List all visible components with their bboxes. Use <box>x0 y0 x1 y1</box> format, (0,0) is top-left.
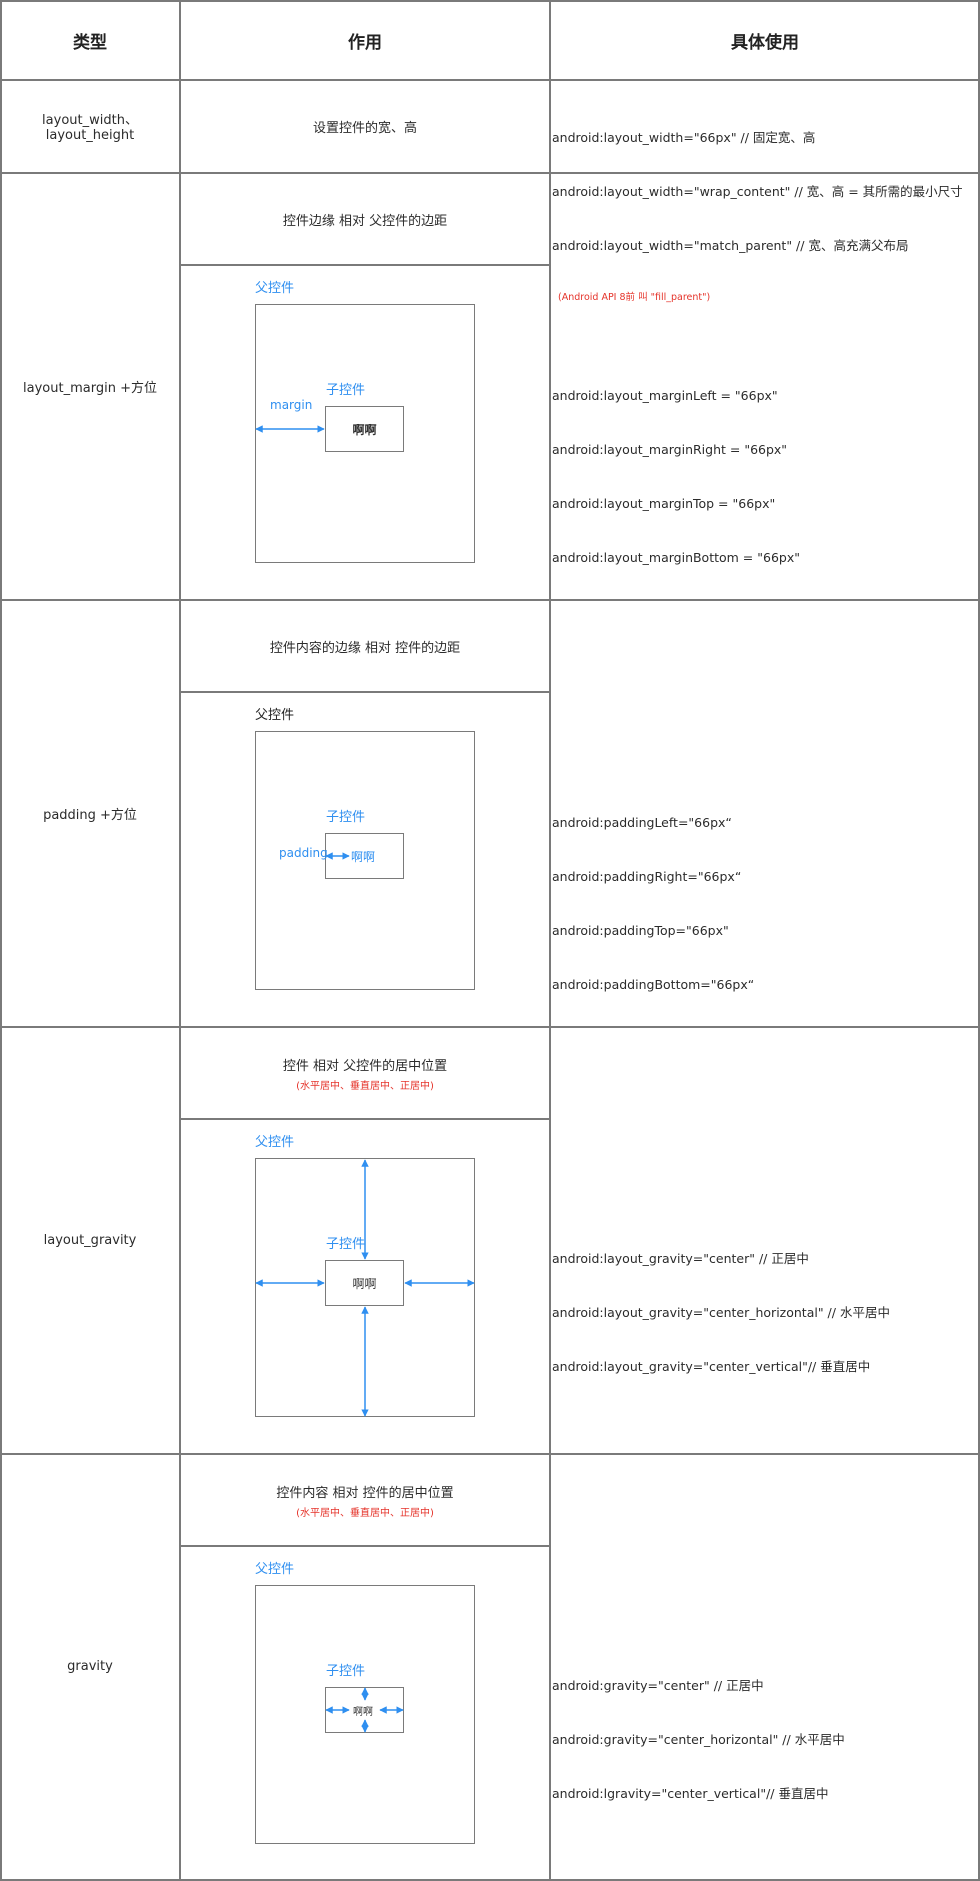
usage-cell-gravity: android:gravity="center" // 正居中 android:… <box>552 1641 845 1821</box>
grid-line <box>549 0 551 1881</box>
type-cell-margin: layout_margin +方位 <box>23 380 157 396</box>
usage-line: android:layout_gravity="center" // 正居中 <box>552 1251 809 1266</box>
header-usage: 具体使用 <box>731 32 799 53</box>
grid-line <box>0 172 980 174</box>
usage-note: (Android API 8前 叫 "fill_parent") <box>558 292 711 303</box>
usage-line: android:gravity="center" // 正居中 <box>552 1678 764 1693</box>
child-box: 啊啊 <box>325 1260 404 1306</box>
grid-line <box>978 0 980 1881</box>
child-box: 啊啊 <box>325 406 404 452</box>
grid-line <box>0 79 980 81</box>
parent-label: 父控件 <box>255 281 295 296</box>
parent-box <box>255 304 475 563</box>
usage-cell-padding: android:paddingLeft="66px“ android:paddi… <box>552 778 754 1012</box>
grid-line <box>0 0 2 1881</box>
parent-label: 父控件 <box>255 708 295 723</box>
effect-cell-layout-gravity: 控件 相对 父控件的居中位置 (水平居中、垂直居中、正居中) <box>180 1027 550 1119</box>
type-cell-layout-gravity: layout_gravity <box>43 1232 137 1248</box>
grid-line <box>0 1026 980 1028</box>
child-label: 子控件 <box>326 1237 366 1252</box>
grid-line <box>0 1453 980 1455</box>
parent-box <box>255 1585 475 1844</box>
grid-line <box>0 599 980 601</box>
grid-line <box>179 1118 550 1120</box>
usage-line: android:layout_width="wrap_content" // 宽… <box>552 184 963 199</box>
usage-line: android:paddingBottom="66px“ <box>552 977 755 992</box>
effect-note: (水平居中、垂直居中、正居中) <box>296 1080 434 1092</box>
child-label: 子控件 <box>326 1664 366 1679</box>
usage-line: android:layout_marginBottom = "66px" <box>552 550 800 565</box>
parent-box <box>255 731 475 990</box>
usage-line: android:layout_marginRight = "66px" <box>552 442 788 457</box>
padding-label: padding <box>279 846 328 860</box>
type-cell-padding: padding +方位 <box>43 807 137 823</box>
effect-cell-margin: 控件边缘 相对 父控件的边距 <box>282 213 448 229</box>
effect-text: 控件 相对 父控件的居中位置 <box>282 1058 448 1074</box>
grid-line <box>179 691 550 693</box>
usage-line: android:layout_marginLeft = "66px" <box>552 388 778 403</box>
parent-label: 父控件 <box>255 1562 295 1577</box>
usage-line: android:layout_marginTop = "66px" <box>552 496 776 511</box>
usage-line: android:layout_gravity="center_horizonta… <box>552 1305 890 1320</box>
usage-line: android:paddingTop="66px" <box>552 923 729 938</box>
usage-cell-margin: android:layout_marginLeft = "66px" andro… <box>552 351 800 585</box>
type-cell-size: layout_width、layout_height <box>42 113 138 143</box>
usage-line: android:paddingRight="66px“ <box>552 869 742 884</box>
grid-line <box>0 1879 980 1881</box>
usage-line: android:layout_width="66px" // 固定宽、高 <box>552 130 816 145</box>
child-label: 子控件 <box>326 810 366 825</box>
grid-line <box>0 0 980 2</box>
usage-line: android:gravity="center_horizontal" // 水… <box>552 1732 845 1747</box>
child-content-text: 啊啊 <box>351 850 376 864</box>
effect-text: 控件内容 相对 控件的居中位置 <box>276 1485 454 1501</box>
usage-cell-layout-gravity: android:layout_gravity="center" // 正居中 a… <box>552 1214 890 1394</box>
child-content-text: 啊啊 <box>353 1707 373 1718</box>
usage-line: android:lgravity="center_vertical"// 垂直居… <box>552 1786 829 1801</box>
usage-line: android:layout_width="match_parent" // 宽… <box>552 238 909 253</box>
effect-cell-size: 设置控件的宽、高 <box>312 120 417 136</box>
usage-line: android:layout_gravity="center_vertical"… <box>552 1359 871 1374</box>
effect-cell-gravity: 控件内容 相对 控件的居中位置 (水平居中、垂直居中、正居中) <box>180 1454 550 1546</box>
child-label: 子控件 <box>326 383 366 398</box>
header-type: 类型 <box>73 32 107 53</box>
effect-note: (水平居中、垂直居中、正居中) <box>296 1507 434 1519</box>
type-cell-gravity: gravity <box>67 1659 113 1674</box>
margin-label: margin <box>270 398 313 412</box>
usage-cell-size: android:layout_width="66px" // 固定宽、高 and… <box>552 93 963 322</box>
effect-cell-padding: 控件内容的边缘 相对 控件的边距 <box>269 640 461 656</box>
header-effect: 作用 <box>348 32 382 53</box>
usage-line: android:paddingLeft="66px“ <box>552 815 732 830</box>
parent-label: 父控件 <box>255 1135 295 1150</box>
grid-line <box>179 1545 550 1547</box>
grid-line <box>179 264 550 266</box>
grid-line <box>179 0 181 1881</box>
